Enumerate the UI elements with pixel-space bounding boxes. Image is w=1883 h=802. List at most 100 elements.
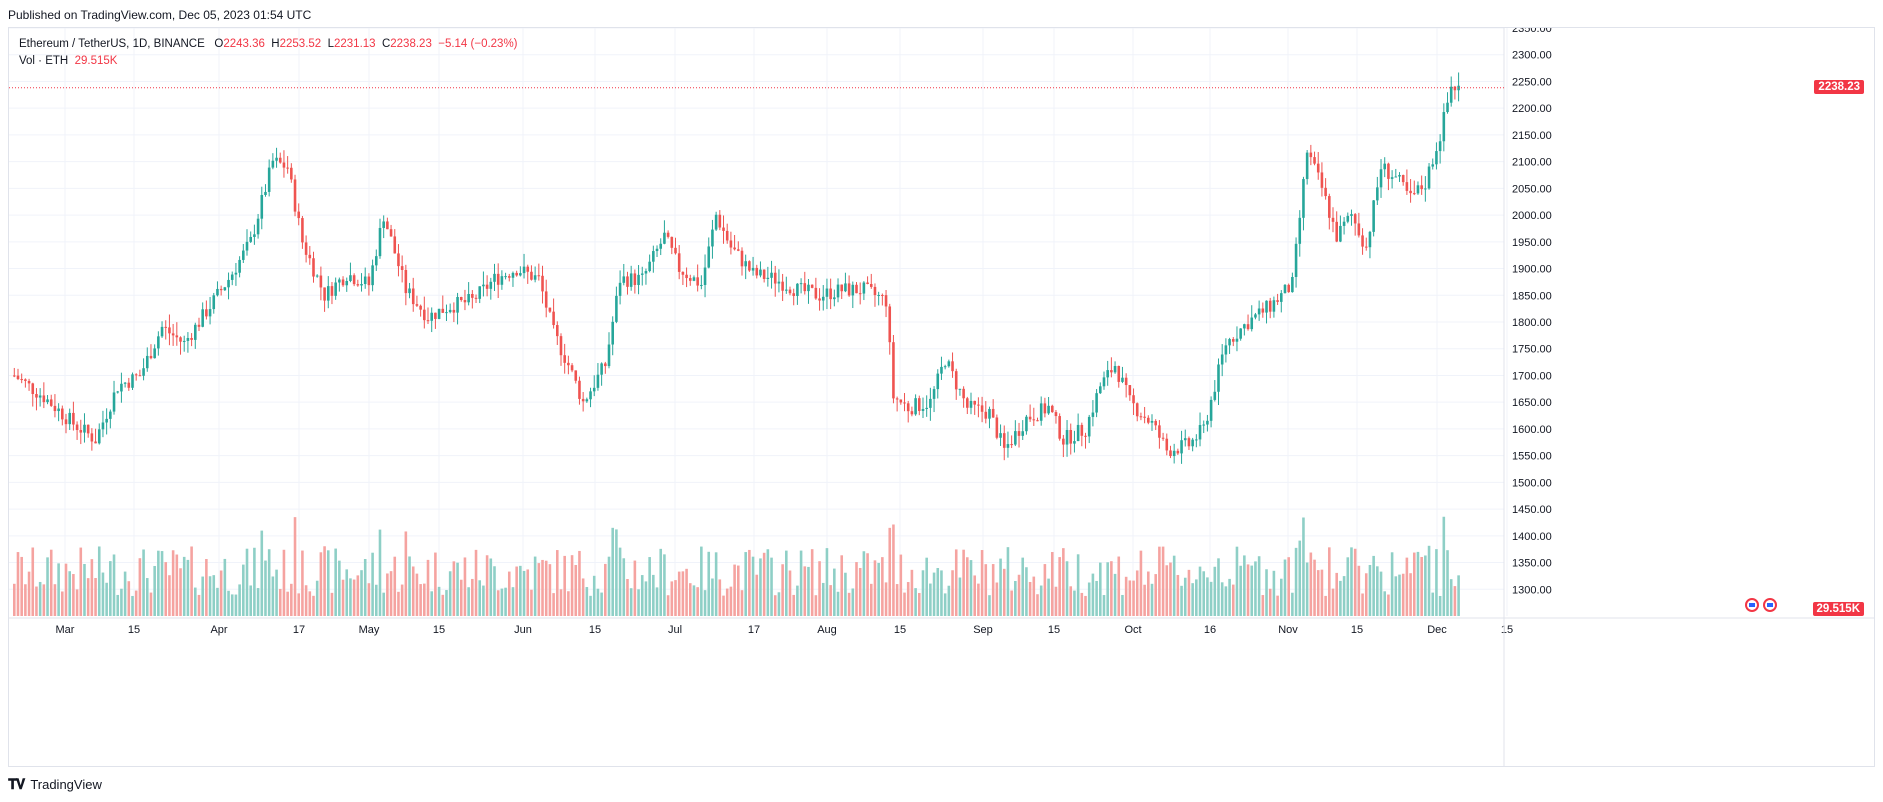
volume-bar (238, 584, 241, 616)
candle-body (249, 236, 252, 242)
candle-body (681, 271, 685, 275)
candle-body (1062, 438, 1065, 445)
candle-body (696, 277, 699, 286)
volume-bar (83, 563, 86, 616)
volume-bar (179, 568, 182, 616)
candle-body (386, 221, 389, 230)
candle-body (1335, 221, 1338, 242)
candle-body (1032, 419, 1036, 421)
volume-bar (404, 531, 408, 616)
volume-bar (112, 554, 116, 616)
y-tick-label: 1750.00 (1512, 344, 1552, 356)
candle-body (1331, 217, 1335, 222)
volume-bar (640, 575, 644, 616)
volume-bar (1124, 576, 1128, 616)
candle-body (1265, 300, 1268, 313)
candle-body (788, 289, 792, 294)
volume-bar (46, 557, 49, 616)
candle-body (430, 312, 433, 321)
candle-body (46, 399, 49, 403)
volume-bar (1390, 552, 1394, 616)
candle-body (1150, 420, 1154, 423)
volume-bar (703, 590, 707, 616)
volume-bar (134, 590, 138, 616)
volume-bar (278, 588, 282, 616)
volume-bar (1324, 595, 1327, 616)
volume-bar (145, 578, 149, 616)
candle-body (851, 284, 855, 296)
candle-body (1302, 179, 1305, 218)
candlestick-chart[interactable]: 2350.00 2300.00 2250.00 2200.00 2150.00 2100.… (9, 28, 1875, 767)
candle-body (1342, 221, 1346, 226)
volume-bar (415, 573, 419, 616)
volume-bar (1183, 577, 1187, 616)
candle-body (120, 383, 123, 392)
candle-body (411, 288, 415, 305)
volume-bar (969, 560, 973, 616)
volume-bar (1180, 585, 1183, 616)
candle-body (1036, 420, 1039, 422)
candle-body (485, 284, 489, 289)
candle-body (319, 275, 323, 288)
volume-bar (1350, 547, 1353, 616)
candle-body (1084, 435, 1087, 437)
volume-bar (559, 589, 563, 616)
volume-bar (1106, 562, 1109, 616)
volume-label[interactable]: Vol · ETH (19, 55, 69, 67)
candle-body (423, 309, 426, 321)
candle-body (1139, 416, 1143, 418)
legend: Ethereum / TetherUS, 1D, BINANCE O2243.3… (19, 36, 518, 70)
volume-bar (670, 581, 674, 616)
symbol-label[interactable]: Ethereum / TetherUS, 1D, BINANCE (19, 38, 205, 50)
volume-bar (1331, 588, 1335, 616)
us-flag-event-icon[interactable] (1745, 598, 1759, 612)
y-tick-label: 1600.00 (1512, 424, 1552, 436)
footer-brand[interactable]: TradingView (30, 777, 102, 792)
volume-bar (585, 587, 589, 616)
volume-bar (61, 591, 64, 616)
volume-bar (1394, 576, 1398, 616)
volume-bar (877, 562, 880, 616)
candle-body (866, 282, 869, 284)
volume-bar (803, 566, 807, 616)
volume-bar (869, 583, 873, 616)
candle-body (356, 284, 360, 286)
volume-bar (581, 578, 585, 616)
candle-body (227, 279, 230, 288)
tradingview-logo-icon[interactable]: 𝐓𝐕 (8, 776, 25, 792)
candle-body (884, 295, 888, 307)
candle-body (567, 362, 570, 366)
us-flag-event-icon[interactable] (1763, 598, 1777, 612)
volume-bar (711, 578, 714, 616)
candle-body (663, 232, 666, 244)
candle-body (1405, 182, 1409, 191)
volume-bar (548, 564, 552, 616)
candle-body (906, 403, 910, 412)
candle-body (785, 289, 788, 291)
volume-bar (1438, 595, 1442, 616)
chart-panel[interactable]: 2350.00 2300.00 2250.00 2200.00 2150.00 2100.… (8, 27, 1875, 767)
volume-bar (86, 578, 90, 616)
volume-bar (1313, 559, 1316, 616)
volume-bar (589, 595, 592, 616)
y-tick-label: 2200.00 (1512, 103, 1552, 115)
candle-body (271, 160, 275, 168)
candle-body (925, 407, 928, 409)
volume-bar (1117, 556, 1121, 616)
volume-bar (785, 550, 788, 616)
candle-body (371, 265, 374, 286)
volume-bar (596, 588, 600, 616)
volume-bar (733, 564, 736, 616)
volume-bar (663, 554, 666, 616)
volume-bar (544, 560, 548, 616)
volume-bar (722, 595, 725, 616)
candle-body (541, 275, 544, 292)
candle-body (1449, 86, 1453, 103)
volume-bar (1398, 574, 1401, 616)
volume-bar (507, 571, 511, 616)
volume-bar (1025, 567, 1028, 616)
candle-body (334, 282, 337, 296)
volume-bar (286, 591, 289, 616)
volume-bar (696, 587, 699, 616)
volume-bar (31, 547, 35, 616)
